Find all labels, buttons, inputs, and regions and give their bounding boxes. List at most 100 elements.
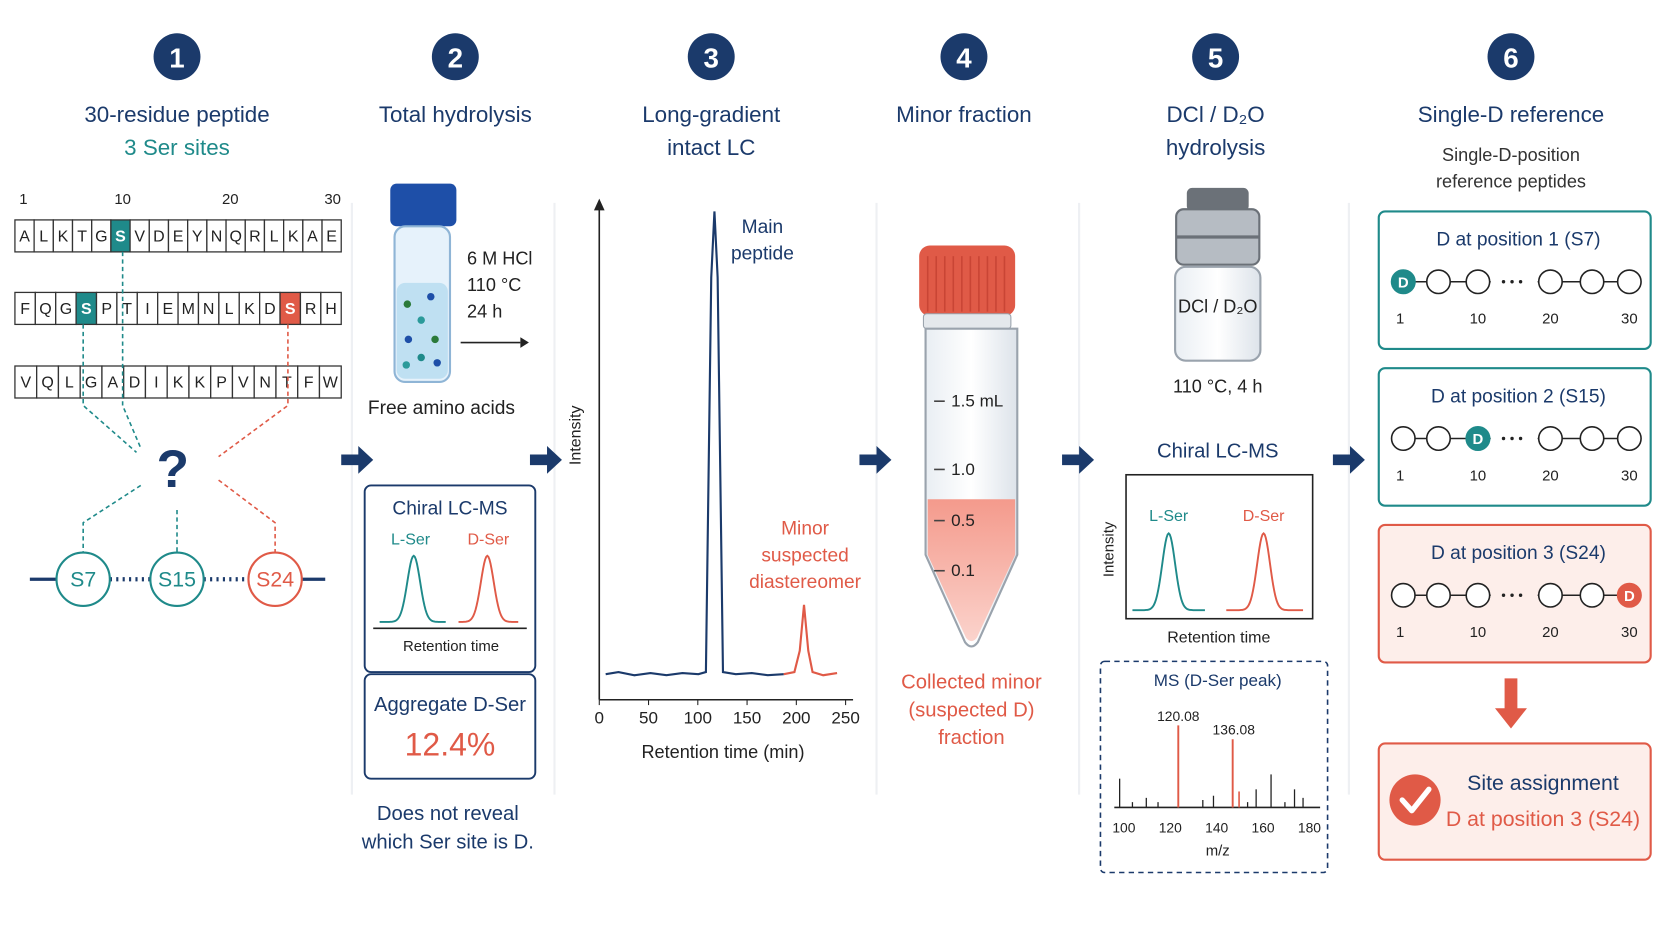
residue: D xyxy=(153,228,165,245)
ellipsis-dot xyxy=(1501,436,1506,441)
position-label: 10 xyxy=(114,191,131,208)
x-tick-label: 50 xyxy=(639,708,658,727)
ellipsis-dot xyxy=(1510,593,1514,597)
residue: S xyxy=(115,228,126,245)
chromatogram-minor xyxy=(783,604,838,677)
residue: Y xyxy=(192,228,203,245)
peak-annotation: Main xyxy=(742,217,784,238)
site-link xyxy=(218,479,276,552)
graduation-label: 1.0 xyxy=(951,460,975,479)
x-tick-label: 100 xyxy=(1112,820,1135,836)
aggregate-label: Aggregate D-Ser xyxy=(374,694,526,716)
ellipsis-dot xyxy=(1501,593,1506,597)
residue-node xyxy=(1537,269,1563,295)
fraction-caption: (suspected D) xyxy=(908,699,1034,721)
step-number: 2 xyxy=(448,42,463,73)
site-label: S7 xyxy=(70,567,96,591)
box-title: Chiral LC-MS xyxy=(1157,440,1279,462)
residue: L xyxy=(270,228,279,245)
step-badge xyxy=(1487,33,1535,81)
residue-node xyxy=(1537,425,1563,452)
d-marker: D xyxy=(1398,274,1409,291)
residue: R xyxy=(305,301,317,318)
amino-acid xyxy=(417,316,425,324)
site-circle xyxy=(149,551,205,607)
residue: A xyxy=(307,228,318,245)
chromatogram xyxy=(605,211,784,677)
residue: N xyxy=(211,228,223,245)
residue: E xyxy=(326,228,337,245)
reference-card xyxy=(1377,367,1652,507)
peak-trace xyxy=(379,554,446,623)
residue-node xyxy=(1616,269,1642,295)
residue-node xyxy=(1425,425,1452,452)
residue-node xyxy=(1390,269,1416,295)
position-label: 10 xyxy=(1470,467,1487,484)
residue-node xyxy=(1465,269,1491,295)
peak-label: D-Ser xyxy=(1243,508,1285,525)
residue: V xyxy=(238,375,249,392)
step-title: Total hydrolysis xyxy=(379,102,532,127)
axis-label: m/z xyxy=(1206,843,1230,860)
residue: G xyxy=(95,228,107,245)
step-badge xyxy=(687,33,735,81)
x-tick-label: 0 xyxy=(595,708,604,727)
ellipsis-dot xyxy=(1501,280,1506,284)
vial-label: DCl / D₂O xyxy=(1178,296,1257,316)
residue: G xyxy=(60,301,72,318)
condition: 24 h xyxy=(467,302,502,322)
chiral-box xyxy=(1125,473,1314,620)
position-label: 20 xyxy=(1542,624,1559,641)
ellipsis-dot xyxy=(1518,593,1523,597)
residue: E xyxy=(163,301,174,318)
residue: I xyxy=(145,301,149,318)
step-title: Single-D reference xyxy=(1418,102,1605,127)
residue: D xyxy=(129,375,141,392)
result-text: D at position 3 (S24) xyxy=(1446,807,1640,831)
residue: A xyxy=(107,375,118,392)
axis-label: Intensity xyxy=(1100,521,1117,577)
peak-label: L-Ser xyxy=(391,531,431,548)
residue-node xyxy=(1579,269,1605,295)
residue: A xyxy=(19,228,30,245)
step-subtitle: reference peptides xyxy=(1436,172,1586,192)
residue: E xyxy=(173,228,184,245)
peak-annotation: Minor xyxy=(781,519,830,540)
step-title: 3 Ser sites xyxy=(124,135,230,160)
residue-node xyxy=(1579,582,1605,608)
axis-label: Retention time xyxy=(1167,629,1270,646)
residue: F xyxy=(304,375,314,392)
reference-card xyxy=(1377,210,1652,351)
peak-trace xyxy=(1132,532,1205,612)
step-title: hydrolysis xyxy=(1166,135,1265,160)
result-title: Site assignment xyxy=(1467,771,1619,795)
flow-arrow xyxy=(1062,445,1095,474)
residue: N xyxy=(259,375,271,392)
box-title: MS (D-Ser peak) xyxy=(1154,671,1282,690)
step-title: DCl / D₂O xyxy=(1167,102,1265,127)
ms-box xyxy=(1099,660,1329,874)
aggregate-value: 12.4% xyxy=(405,727,496,763)
residue: K xyxy=(194,375,205,392)
step-title: Long-gradient xyxy=(642,102,781,127)
residue: D xyxy=(264,301,276,318)
graduation-label: 1.5 mL xyxy=(951,392,1003,411)
step-badge xyxy=(153,33,201,81)
residue: H xyxy=(325,301,337,318)
vial-cap xyxy=(390,183,457,227)
amino-acid xyxy=(431,335,439,344)
note: which Ser site is D. xyxy=(361,832,534,854)
amino-acid xyxy=(433,359,441,367)
step-number: 1 xyxy=(169,42,184,73)
condition: 110 °C xyxy=(467,275,521,295)
check-badge xyxy=(1389,774,1441,826)
residue: V xyxy=(134,228,145,245)
residue: R xyxy=(249,228,261,245)
tube-liquid xyxy=(927,499,1016,642)
residue-box xyxy=(320,291,342,326)
card-title: D at position 3 (S24) xyxy=(1431,543,1606,564)
chiral-box xyxy=(363,484,537,673)
residue: T xyxy=(282,375,292,392)
peak-mass: 136.08 xyxy=(1213,722,1256,738)
